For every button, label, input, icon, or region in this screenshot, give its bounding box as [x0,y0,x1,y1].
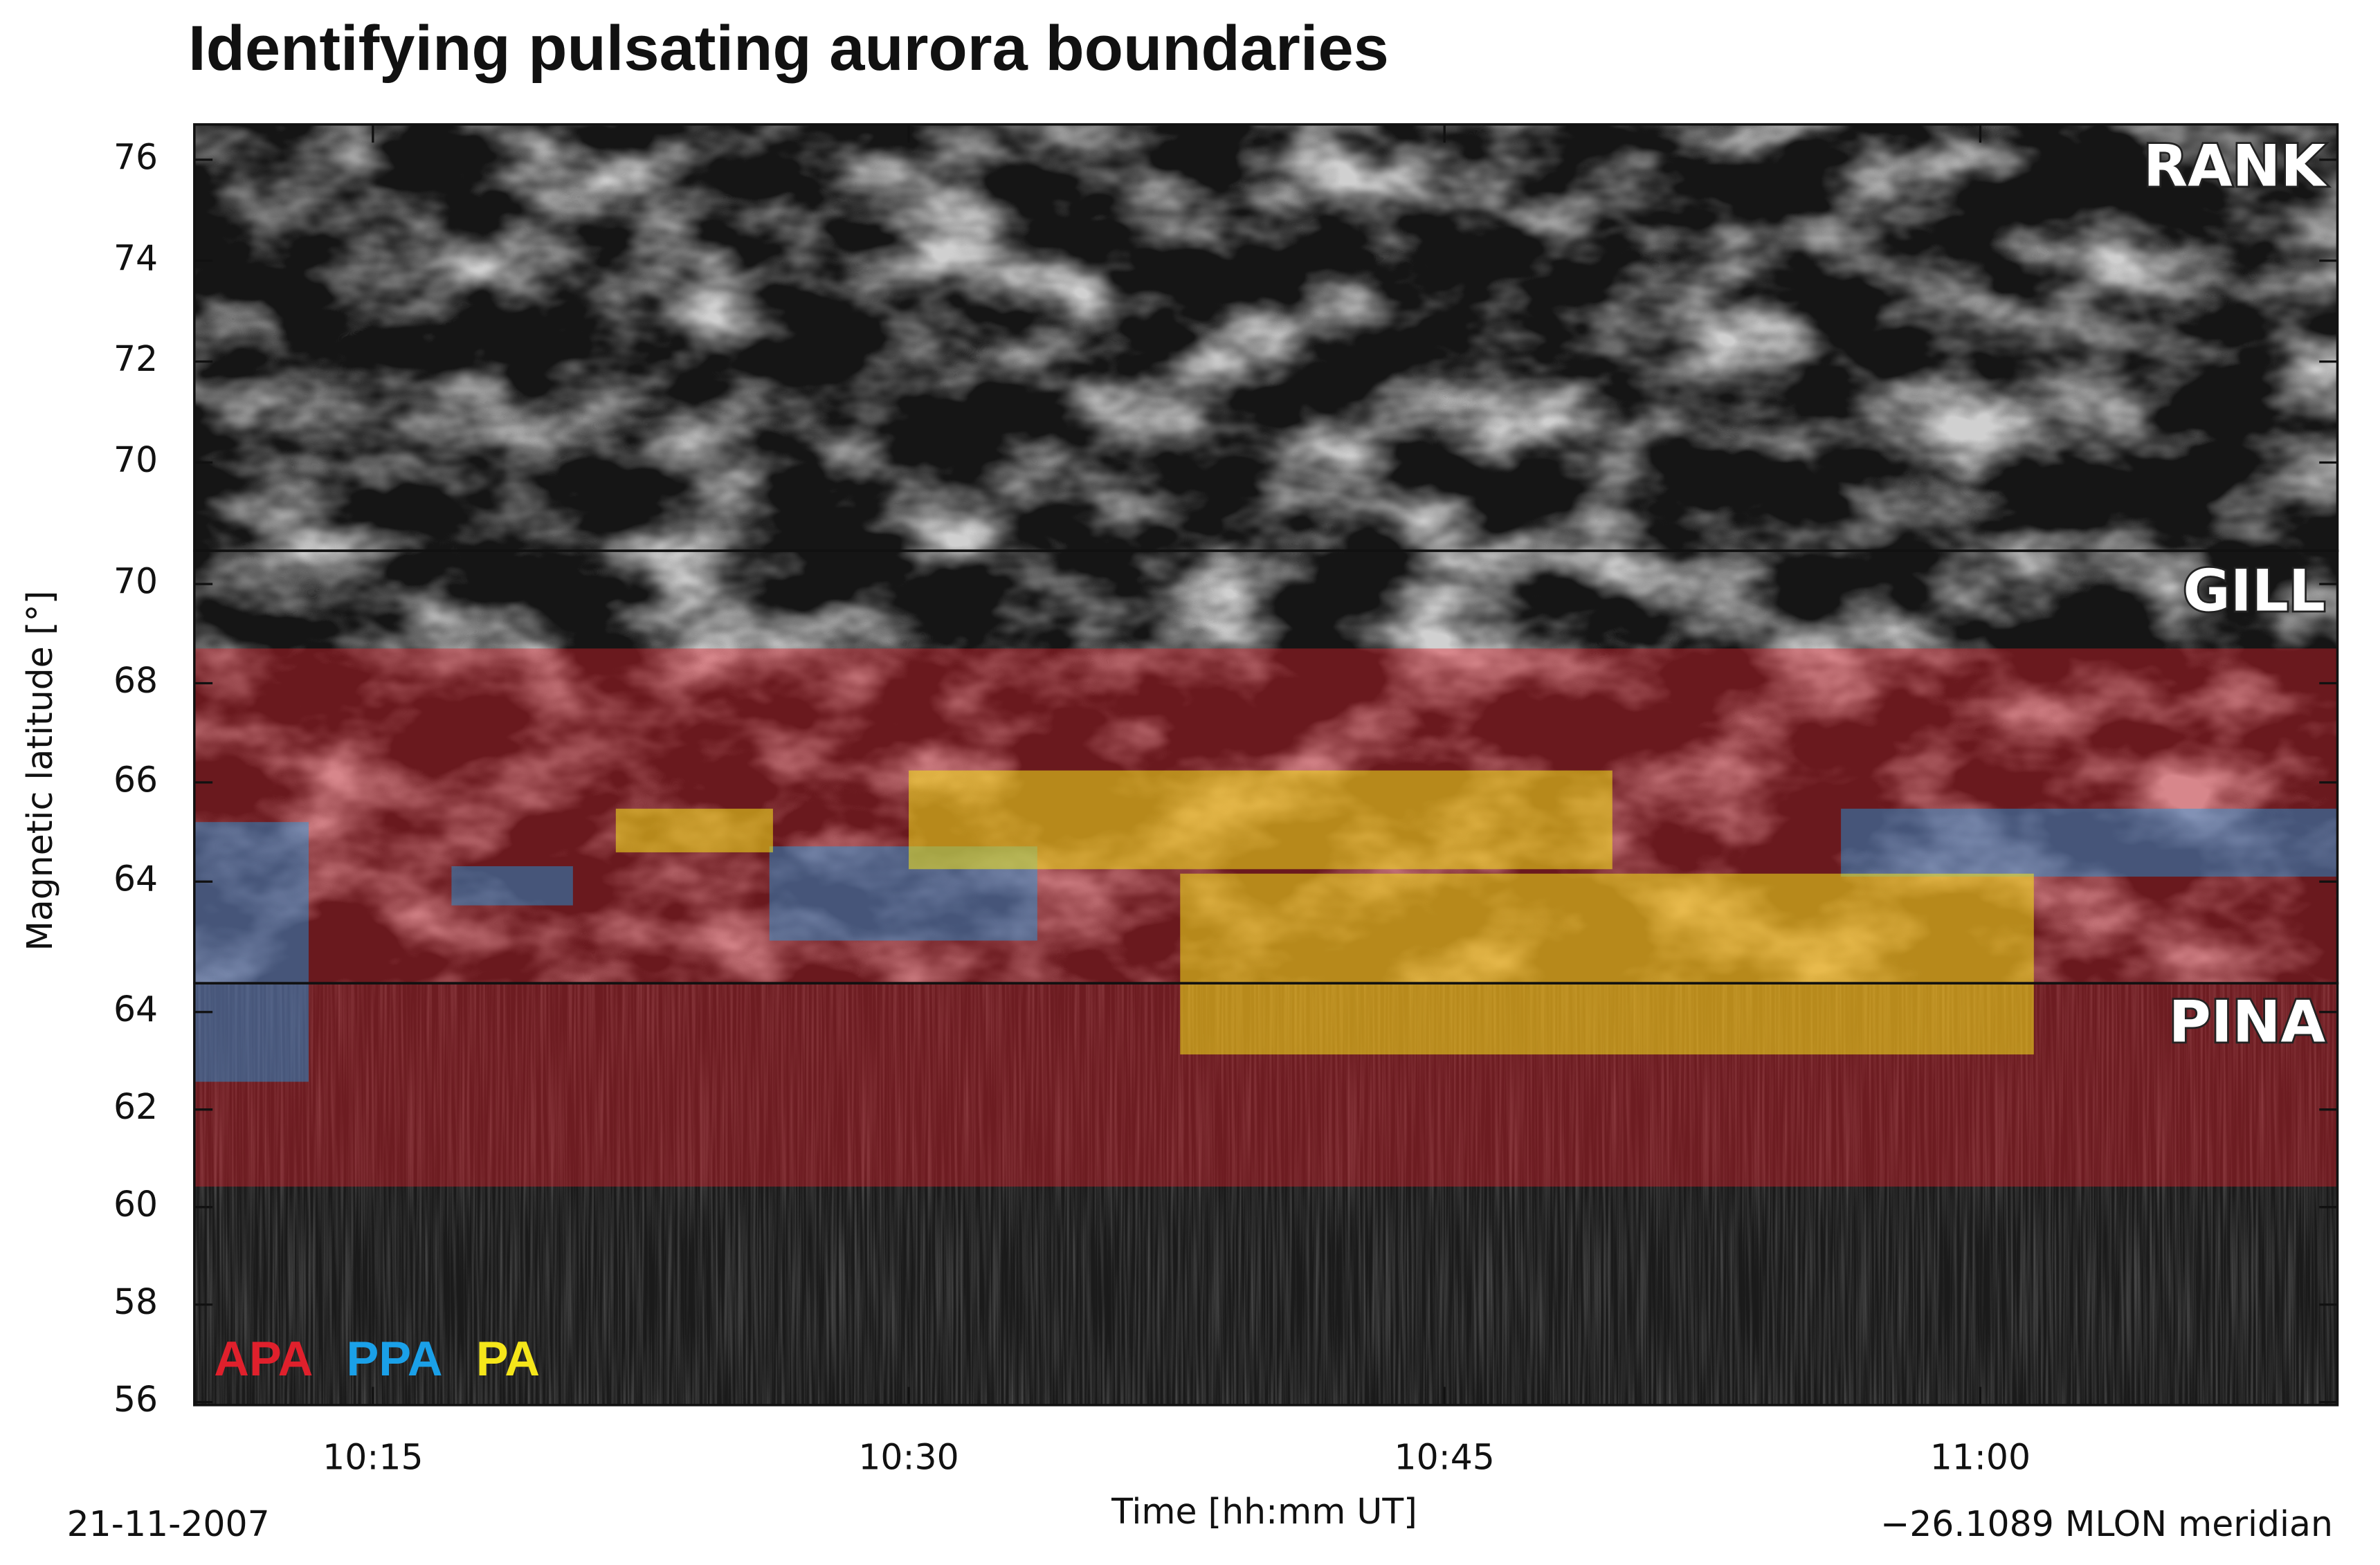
x-tick-label: 11:00 [1930,1436,2031,1477]
boundary-region [615,808,773,852]
y-tick-label: 64 [113,859,158,899]
x-tick-label: 10:45 [1395,1436,1495,1477]
boundary-region [451,866,573,906]
y-tick-label: 68 [113,660,158,701]
boundary-region [194,822,309,984]
x-tick-label: 10:30 [858,1436,959,1477]
y-tick-label: 56 [113,1379,158,1420]
meridian-label: −26.1089 MLON meridian [1880,1503,2333,1544]
y-tick-label: 70 [113,561,158,602]
legend-entry: APA [214,1331,313,1386]
legend-entry: PPA [347,1331,443,1386]
boundary-region [909,770,1613,870]
y-tick-label: 74 [113,237,158,278]
y-tick-label: 72 [113,338,158,379]
date-label: 21-11-2007 [67,1503,270,1544]
boundary-region [1180,873,2034,984]
y-axis-label: Magnetic latitude [°] [19,591,60,951]
panel-frame [193,982,2339,1407]
keogram-texture [194,124,2338,551]
chart-title: Identifying pulsating aurora boundaries [188,12,1389,84]
station-label: PINA [2169,988,2326,1055]
station-label: RANK [2143,133,2327,200]
legend-entry: PA [476,1331,540,1386]
y-tick-label: 62 [113,1086,158,1127]
y-tick-label: 76 [113,136,158,177]
y-tick-label: 66 [113,759,158,800]
x-tick-label: 10:15 [323,1436,423,1477]
y-tick-label: 70 [113,439,158,480]
y-tick-label: 60 [113,1184,158,1225]
station-label: GILL [2183,558,2325,625]
x-axis-label: Time [hh:mm UT] [1111,1491,1417,1532]
boundary-region [1841,808,2338,877]
boundary-region [1180,983,2034,1055]
plot-area: 70 72 74 76 RANK 64 66 68 70 GILL 56 58 60 62 64 PINA 10… [113,123,2339,1477]
y-tick-label: 58 [113,1281,158,1322]
boundary-region [194,983,309,1082]
y-tick-label: 64 [113,989,158,1029]
